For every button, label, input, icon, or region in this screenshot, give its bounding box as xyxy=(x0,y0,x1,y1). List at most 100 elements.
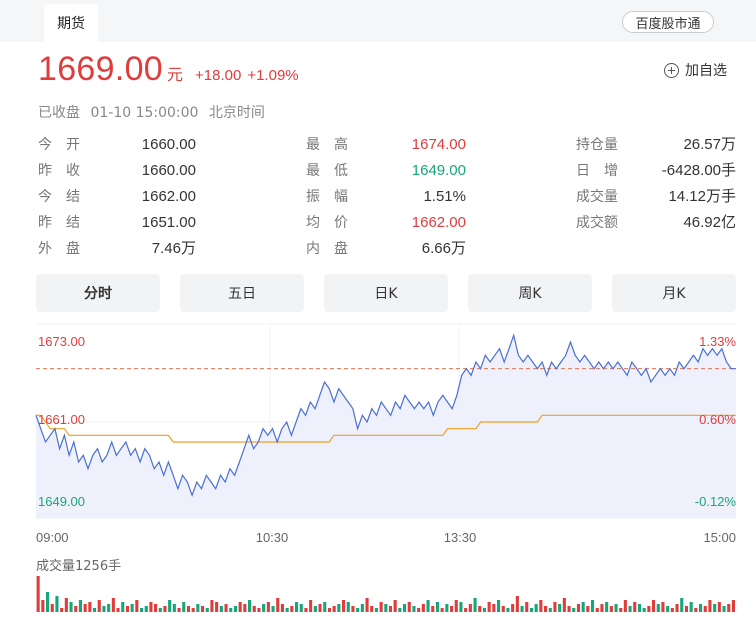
period-tab[interactable]: 五日 xyxy=(180,274,304,312)
volume-bar xyxy=(327,608,331,612)
volume-bar xyxy=(370,606,374,612)
stat-label: 最 低 xyxy=(306,163,348,179)
stat-label: 内 盘 xyxy=(306,241,348,257)
price-area xyxy=(36,335,736,518)
last-price: 1669.00 xyxy=(38,50,164,88)
average-price-line xyxy=(36,414,736,443)
volume-bar xyxy=(684,606,688,612)
volume-bar xyxy=(210,600,214,612)
volume-bar xyxy=(628,606,632,612)
volume-bar xyxy=(130,604,134,612)
tab-futures[interactable]: 期货 xyxy=(44,4,98,42)
volume-bar xyxy=(572,608,576,612)
stat-label: 昨 结 xyxy=(38,215,80,231)
volume-bar xyxy=(140,608,144,612)
volume-bar xyxy=(238,602,242,612)
period-tab[interactable]: 分时 xyxy=(36,274,160,312)
volume-bar xyxy=(464,608,468,612)
status-text: 已收盘 xyxy=(38,105,80,121)
price-change: +18.00 xyxy=(195,67,242,84)
volume-bar xyxy=(144,606,148,612)
volume-bar xyxy=(102,606,106,612)
stat-label: 持仓量 xyxy=(576,137,618,153)
price-change-pct: +1.09% xyxy=(247,67,299,84)
volume-bar xyxy=(642,608,646,612)
stat-item: 今 结 1662.00 xyxy=(38,186,196,208)
stat-label: 外 盘 xyxy=(38,241,80,257)
volume-bar xyxy=(426,600,430,612)
period-tab[interactable]: 日K xyxy=(324,274,448,312)
volume-bar xyxy=(158,608,162,612)
volume-bar xyxy=(600,604,604,612)
stat-item: 成交额 46.92亿 xyxy=(576,212,736,234)
volume-bar xyxy=(656,604,660,612)
volume-bar xyxy=(323,602,327,612)
volume-bar xyxy=(614,604,618,612)
volume-bar xyxy=(699,604,703,612)
volume-bar xyxy=(97,600,101,612)
volume-bar xyxy=(459,602,463,612)
volume-bar xyxy=(473,598,477,612)
period-tab[interactable]: 周K xyxy=(468,274,592,312)
volume-bar xyxy=(356,608,360,612)
volume-bar xyxy=(233,606,237,612)
volume-bar xyxy=(501,606,505,612)
x-axis-tick-label: 09:00 xyxy=(36,530,69,545)
volume-bar xyxy=(609,606,613,612)
volume-bar xyxy=(191,608,195,612)
period-tab[interactable]: 月K xyxy=(612,274,736,312)
volume-bar xyxy=(558,604,562,612)
volume-bar xyxy=(722,606,726,612)
volume-bar xyxy=(431,606,435,612)
stat-item: 日 增 -6428.00手 xyxy=(576,160,736,182)
stat-item: 昨 结 1651.00 xyxy=(38,212,196,234)
volume-bar xyxy=(196,604,200,612)
volume-bar xyxy=(492,604,496,612)
volume-bar xyxy=(290,606,294,612)
volume-bar xyxy=(121,602,125,612)
volume-bar xyxy=(529,608,533,612)
volume-bar xyxy=(675,604,679,612)
stat-value: 6.66万 xyxy=(421,240,466,257)
stat-item: 最 低 1649.00 xyxy=(306,160,466,182)
volume-bar xyxy=(421,604,425,612)
volume-bar xyxy=(78,600,82,612)
volume-bar xyxy=(605,602,609,612)
brand-badge[interactable]: 百度股市通 xyxy=(622,11,714,33)
add-watchlist-button[interactable]: 加自选 xyxy=(664,60,727,80)
y-axis-left-label: 1673.00 xyxy=(38,334,85,349)
volume-bar xyxy=(346,602,350,612)
volume-bar xyxy=(243,604,247,612)
volume-bar xyxy=(41,600,45,612)
price-line xyxy=(35,333,736,498)
volume-bar xyxy=(309,600,313,612)
volume-bar xyxy=(83,604,87,612)
y-axis-right-label: 0.60% xyxy=(699,412,736,427)
volume-bar xyxy=(591,600,595,612)
volume-bar xyxy=(55,596,59,612)
volume-bar xyxy=(713,604,717,612)
volume-bar xyxy=(661,602,665,612)
status-datetime: 01-10 15:00:00 xyxy=(90,105,199,121)
stat-item: 持仓量 26.57万 xyxy=(576,134,736,156)
volume-bar xyxy=(374,608,378,612)
volume-bar xyxy=(135,600,139,612)
volume-bar xyxy=(360,604,364,612)
stat-label: 最 高 xyxy=(306,137,348,153)
volume-bar xyxy=(172,604,176,612)
volume-bar xyxy=(652,600,656,612)
y-axis-left-label: 1649.00 xyxy=(38,494,85,509)
volume-bar xyxy=(379,602,383,612)
volume-bar xyxy=(313,606,317,612)
stat-value: 1660.00 xyxy=(141,136,196,153)
volume-bar xyxy=(295,602,299,612)
volume-bar xyxy=(703,606,707,612)
stat-label: 振 幅 xyxy=(306,189,348,205)
volume-bar xyxy=(271,606,275,612)
volume-bar xyxy=(407,602,411,612)
volume-bar xyxy=(285,608,289,612)
stat-label: 日 增 xyxy=(576,163,618,179)
volume-bar xyxy=(454,600,458,612)
stat-value: 1.51% xyxy=(423,188,466,205)
volume-bar xyxy=(248,600,252,612)
